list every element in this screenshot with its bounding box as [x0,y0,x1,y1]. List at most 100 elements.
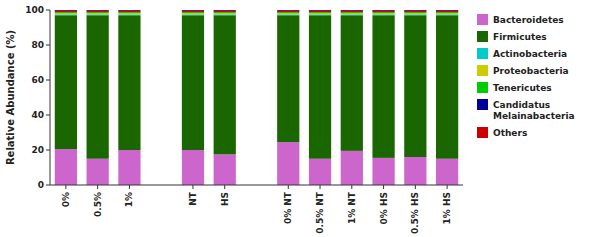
bar-segment [277,13,299,14]
y-tick-label: 60 [31,75,44,85]
bar-segment [118,12,140,14]
legend: Bacteroidetes Firmicutes Actinobacteria Pro… [477,14,575,138]
bar-segment [87,13,109,14]
legend-label-line: Candidatus [493,100,550,110]
bar-segment [55,11,77,13]
bar-segment [372,12,394,14]
bar-segment [55,149,77,185]
bar-segment [309,13,331,14]
y-tick [46,185,50,186]
bar-segment [118,150,140,185]
bar-segment [277,142,299,185]
bar-segment [182,150,204,185]
legend-label-line: Firmicutes [493,32,547,42]
bar-segment [404,14,426,16]
x-tick [383,185,384,189]
bar-segment [55,10,77,11]
bar-segment [55,15,77,149]
bar-segment [214,11,236,13]
legend-label: Actinobacteria [493,49,567,59]
bar-segment [309,159,331,185]
chart: 0204060801000%0.5%1%NTHS0% NT0.5% NT1% N… [0,0,608,237]
y-tick-label: 100 [25,5,44,15]
legend-label-line: Others [493,128,527,138]
bar-segment [87,159,109,185]
bar-segment [341,11,363,13]
x-tick-label: 0.5% HS [410,192,420,234]
legend-label-line: Proteobacteria [493,66,569,76]
bar-segment [372,11,394,13]
bar-segment [87,10,109,11]
bar-segment [341,12,363,14]
bar-segment [404,13,426,14]
bar-segment [87,15,109,159]
bar-segment [341,13,363,14]
bar-segment [404,11,426,13]
bars [55,10,458,185]
legend-label: Bacteroidetes [493,15,564,25]
bar-segment [118,11,140,13]
bar-segment [404,15,426,157]
bar-segment [214,14,236,16]
x-tick-label: 0% [61,192,71,207]
bar-segment [55,12,77,14]
legend-label-line: Bacteroidetes [493,15,564,25]
bar-segment [182,10,204,11]
bar-segment [277,14,299,16]
bar-segment [436,11,458,13]
x-tick-label: 1% [124,192,134,207]
bar-segment [372,14,394,16]
bar-segment [55,14,77,16]
y-tick [46,115,50,116]
y-tick [46,10,50,11]
bar-segment [436,14,458,16]
bar-segment [118,13,140,14]
legend-label: Tenericutes [493,83,552,93]
bar-segment [436,10,458,11]
x-tick [97,185,98,189]
x-tick [288,185,289,189]
x-tick-label: 1% HS [442,192,452,224]
bar-segment [341,10,363,11]
y-tick-label: 80 [31,40,44,50]
bar-segment [182,13,204,14]
legend-label-line: Actinobacteria [493,49,567,59]
legend-label-line: Melainabacteria [493,111,575,121]
bar-segment [214,10,236,11]
bar-segment [277,11,299,13]
bar-segment [214,13,236,14]
x-tick [447,185,448,189]
y-axis-label: Relative Abundance (%) [5,30,16,165]
bar-segment [404,12,426,14]
y-tick [46,80,50,81]
x-tick-label: 1% NT [347,191,357,224]
x-tick [65,185,66,189]
bar-segment [87,11,109,13]
bar-segment [341,151,363,185]
x-tick [415,185,416,189]
bar-segment [309,11,331,13]
bar-segment [309,14,331,16]
legend-swatch [477,48,488,59]
y-tick [46,45,50,46]
x-tick-label: 0.5% [93,192,103,217]
bar-segment [182,14,204,16]
bar-segment [372,13,394,14]
bar-segment [436,13,458,14]
legend-label: Proteobacteria [493,66,569,76]
bar-segment [214,154,236,185]
bar-segment [436,15,458,159]
bar-segment [87,14,109,16]
x-tick-label: 0.5% NT [315,191,325,234]
y-tick-label: 20 [31,145,44,155]
x-tick-label: NT [188,191,198,206]
legend-swatch [477,65,488,76]
bar-segment [182,11,204,13]
bar-segment [277,10,299,11]
bar-segment [55,13,77,14]
bar-segment [372,158,394,185]
legend-swatch [477,99,488,110]
y-tick [46,150,50,151]
x-tick [129,185,130,189]
bar-segment [404,10,426,11]
